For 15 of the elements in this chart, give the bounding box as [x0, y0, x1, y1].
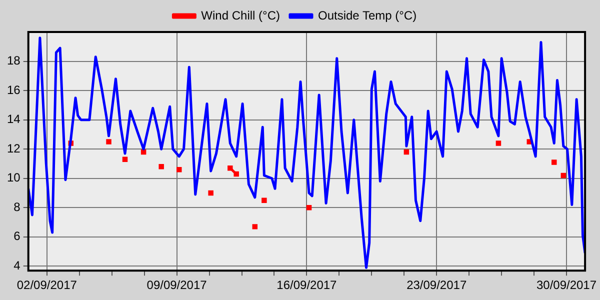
- x-tick-label: 16/09/2017: [276, 278, 338, 292]
- y-tick-label: 12: [6, 141, 21, 156]
- y-tick-label: 16: [6, 82, 21, 97]
- x-tick-label: 09/09/2017: [146, 278, 208, 292]
- legend-label: Outside Temp (°C): [318, 8, 417, 22]
- y-tick-label: 18: [6, 54, 21, 68]
- legend-label: Wind Chill (°C): [201, 8, 280, 22]
- x-tick-label: 02/09/2017: [16, 278, 78, 292]
- x-tick-label: 30/09/2017: [536, 278, 597, 292]
- y-tick-label: 8: [14, 200, 21, 214]
- x-tick-label: 23/09/2017: [406, 278, 467, 292]
- y-tick-label: 6: [14, 229, 21, 244]
- y-tick-label: 10: [6, 170, 21, 185]
- y-tick-label: 4: [14, 258, 21, 273]
- y-tick-label: 14: [6, 112, 21, 126]
